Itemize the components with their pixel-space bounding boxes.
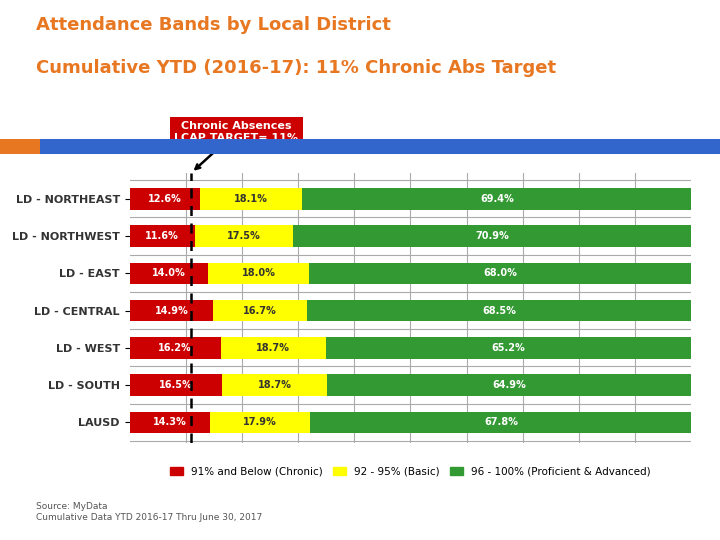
Text: 68.5%: 68.5% — [482, 306, 516, 315]
Bar — [222, 374, 328, 396]
Text: 16.5%: 16.5% — [159, 380, 193, 390]
Text: 11.6%: 11.6% — [145, 231, 179, 241]
Text: 14.3%: 14.3% — [153, 417, 186, 427]
Bar — [293, 225, 691, 247]
Bar — [200, 188, 302, 210]
Bar — [220, 337, 325, 359]
Text: 18.1%: 18.1% — [234, 194, 268, 204]
Text: 69.4%: 69.4% — [480, 194, 514, 204]
Text: 64.9%: 64.9% — [492, 380, 526, 390]
Bar — [210, 411, 310, 433]
Text: 18.7%: 18.7% — [256, 343, 290, 353]
Text: 14.0%: 14.0% — [152, 268, 186, 278]
Bar — [328, 374, 692, 396]
Text: 68.0%: 68.0% — [483, 268, 517, 278]
Bar — [302, 188, 692, 210]
Bar — [130, 411, 210, 433]
Bar — [130, 262, 208, 284]
Legend: 91% and Below (Chronic), 92 - 95% (Basic), 96 - 100% (Proficient & Advanced): 91% and Below (Chronic), 92 - 95% (Basic… — [166, 462, 654, 481]
Text: 70.9%: 70.9% — [475, 231, 509, 241]
Text: Chronic Absences
LCAP TARGET= 11%: Chronic Absences LCAP TARGET= 11% — [174, 121, 298, 169]
Bar — [130, 374, 222, 396]
Text: Attendance Bands by Local District: Attendance Bands by Local District — [36, 16, 391, 34]
Bar — [130, 337, 220, 359]
Text: 16.2%: 16.2% — [158, 343, 192, 353]
Bar — [213, 300, 307, 321]
Bar — [307, 300, 692, 321]
Text: Cumulative YTD (2016-17): 11% Chronic Abs Target: Cumulative YTD (2016-17): 11% Chronic Ab… — [36, 59, 556, 77]
Bar — [208, 262, 310, 284]
Bar — [194, 225, 293, 247]
Text: 17.5%: 17.5% — [227, 231, 261, 241]
Bar — [325, 337, 692, 359]
Text: 17.9%: 17.9% — [243, 417, 277, 427]
Text: 18.7%: 18.7% — [258, 380, 292, 390]
Text: 65.2%: 65.2% — [492, 343, 526, 353]
Text: Source: MyData
Cumulative Data YTD 2016-17 Thru June 30, 2017: Source: MyData Cumulative Data YTD 2016-… — [36, 502, 262, 522]
Bar — [310, 411, 691, 433]
Text: 14.9%: 14.9% — [155, 306, 189, 315]
Text: 16.7%: 16.7% — [243, 306, 277, 315]
Bar — [130, 300, 213, 321]
Bar — [310, 262, 691, 284]
Text: 18.0%: 18.0% — [242, 268, 276, 278]
Text: 67.8%: 67.8% — [484, 417, 518, 427]
Text: 12.6%: 12.6% — [148, 194, 182, 204]
Bar — [130, 225, 194, 247]
Bar — [130, 188, 200, 210]
